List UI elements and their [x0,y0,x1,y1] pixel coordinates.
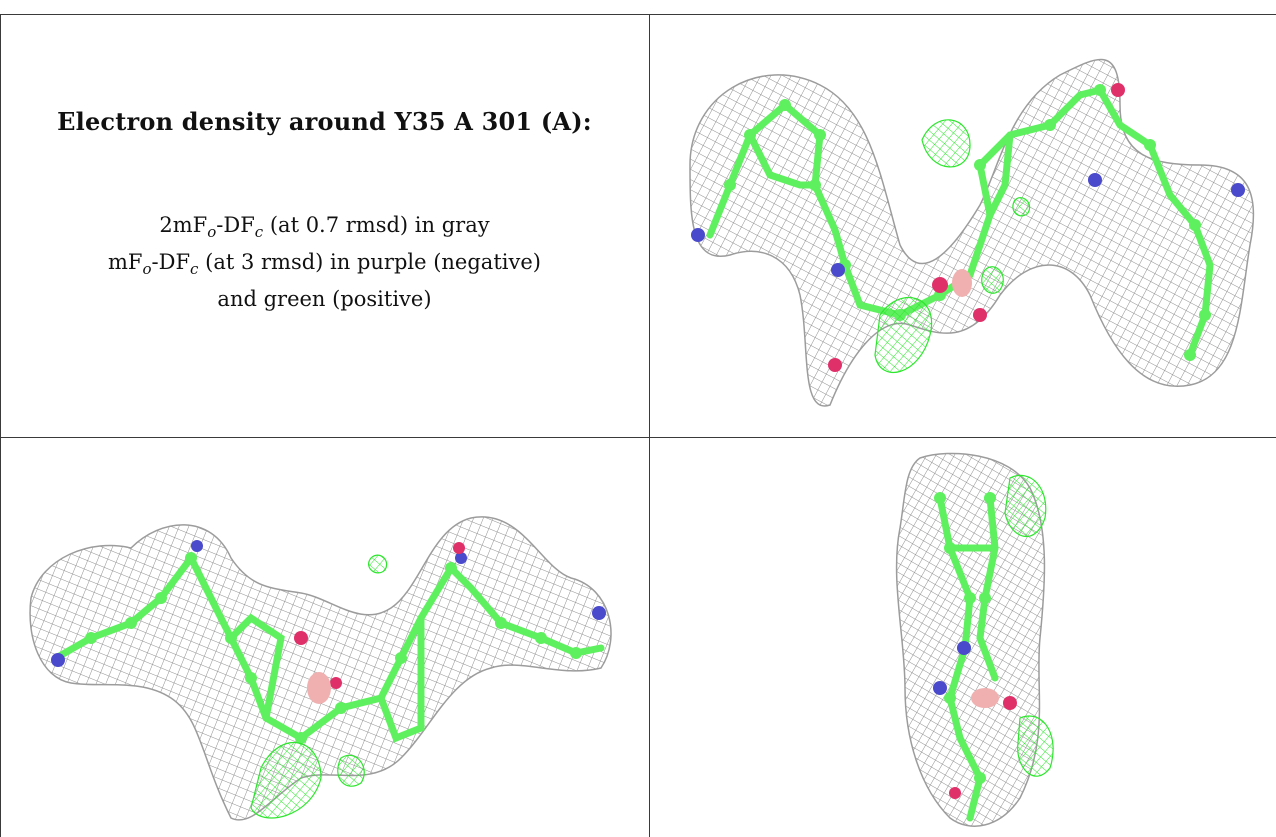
nitrogen-atom [831,263,845,277]
nitrogen-atom [455,552,467,564]
model-atoms [934,492,996,784]
density-image-top-right [689,58,1255,407]
nitrogen-atom [1231,183,1245,197]
nitrogen-atom [957,641,971,655]
nitrogen-atom [592,606,606,620]
positive-difference-blob [921,119,971,168]
oxygen-atom [1111,83,1125,97]
table-border-mid-vertical [649,14,650,837]
hetero-atom [952,269,972,297]
table-border-left [0,14,1,837]
oxygen-atom [453,542,465,554]
hetero-atom [307,672,331,704]
positive-difference-blob [368,554,388,574]
oxygen-atom [932,277,948,293]
table-border-top [0,14,1276,15]
nitrogen-atom [191,540,203,552]
density-view-bottom-left [1,438,649,837]
oxygen-atom [949,787,961,799]
positive-difference-blob [1004,474,1047,537]
positive-difference-blob [250,741,322,819]
density-envelope [689,58,1255,407]
legend-line-positive: and green (positive) [217,287,432,312]
nitrogen-atom [51,653,65,667]
positive-difference-blob [1012,197,1031,217]
density-image-bottom-right [895,452,1054,827]
oxygen-atom [828,358,842,372]
nitrogen-atom [1088,173,1102,187]
positive-difference-blob [1017,715,1054,777]
nitrogen-atom [691,228,705,242]
density-view-top-right [650,15,1276,437]
positive-difference-blob [981,266,1004,294]
oxygen-atom [330,677,342,689]
positive-difference-blob [337,754,365,787]
density-envelope [29,516,612,821]
legend-text: 2mFo-DFc (at 0.7 rmsd) in gray mFo-DFc (… [108,210,541,314]
model-atoms [85,552,582,744]
table-border-mid-horizontal [0,437,1276,438]
positive-difference-blob [874,297,933,373]
oxygen-atom [294,631,308,645]
legend-line-2fofc: 2mFo-DFc (at 0.7 rmsd) in gray [159,213,490,242]
hetero-atom [971,688,999,708]
oxygen-atom [973,308,987,322]
model-sticks [52,551,605,743]
legend-title: Electron density around Y35 A 301 (A): [57,107,592,136]
oxygen-atom [1003,696,1017,710]
density-view-bottom-right [650,438,1276,837]
nitrogen-atom [933,681,947,695]
legend-line-fofc: mFo-DFc (at 3 rmsd) in purple (negative) [108,250,541,279]
density-image-bottom-left [29,516,612,821]
legend-cell: Electron density around Y35 A 301 (A): 2… [0,15,649,437]
